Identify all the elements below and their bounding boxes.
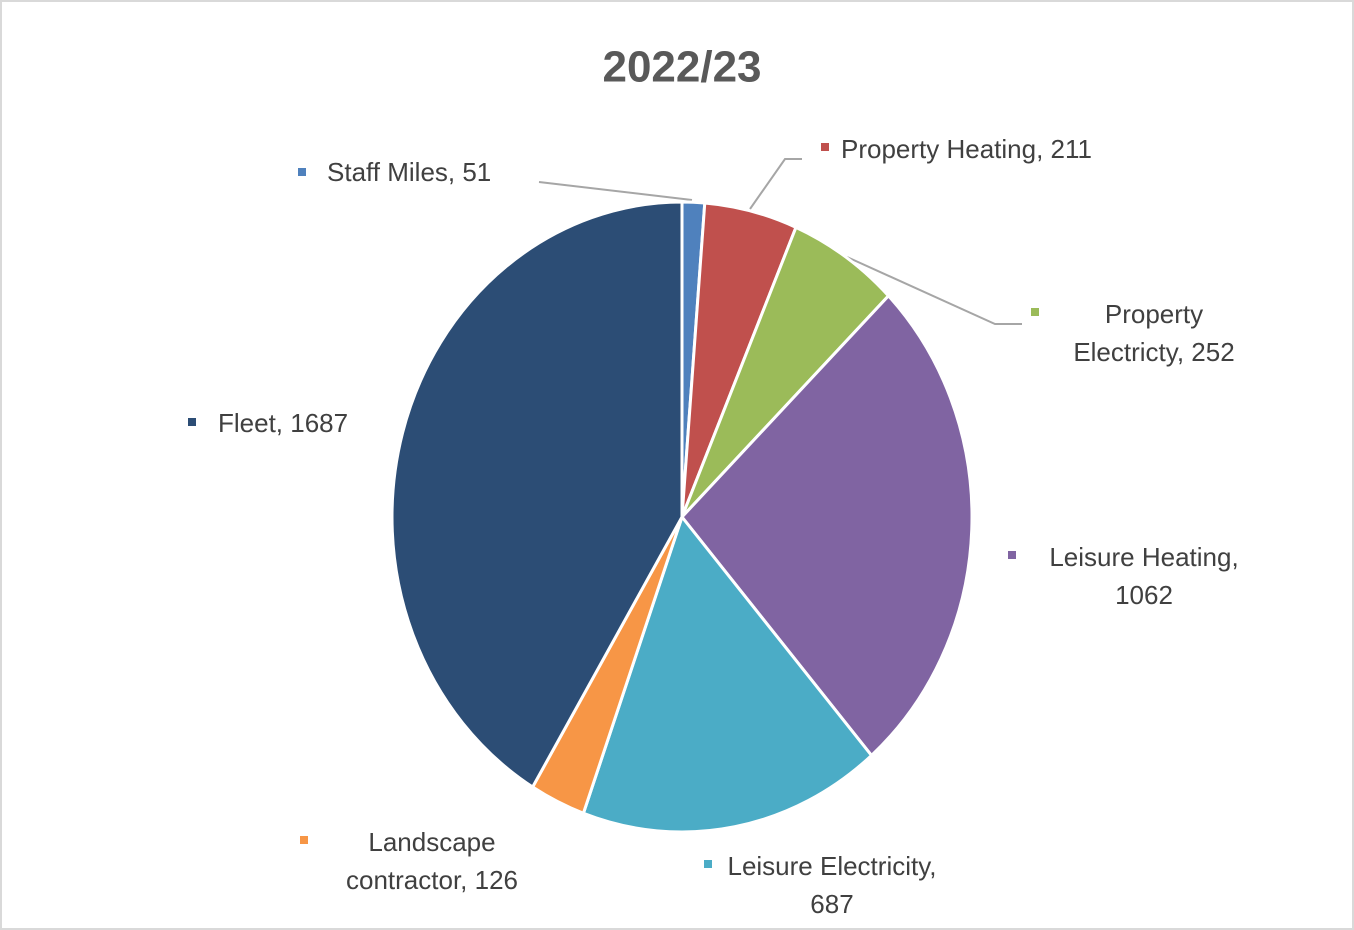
leader-line (846, 256, 1022, 325)
data-label: Leisure Electricity, 687 (727, 851, 937, 919)
leader-line (749, 158, 802, 210)
chart-title: 2022/23 (602, 43, 761, 92)
label-marker (821, 143, 829, 151)
label-marker (298, 168, 306, 176)
leader-lines (538, 158, 1022, 325)
data-label: Leisure Heating, 1062 (1049, 542, 1239, 610)
data-label: Property Electricty, 252 (1073, 299, 1235, 367)
pie-slice (680, 293, 974, 758)
label-marker (188, 418, 196, 426)
label-marker (1008, 551, 1016, 559)
data-label: Landscape contractor, 126 (346, 827, 518, 895)
label-marker (704, 860, 712, 868)
label-marker (1031, 308, 1039, 316)
data-label: Property Heating, 211 (841, 134, 1092, 164)
pie-slice (581, 513, 874, 834)
label-marker (300, 836, 308, 844)
data-label: Staff Miles, 51 (327, 157, 492, 187)
pie-slice (390, 200, 684, 790)
data-label: Fleet, 1687 (218, 408, 349, 438)
leader-line (538, 181, 693, 201)
pie-slice (680, 225, 891, 519)
